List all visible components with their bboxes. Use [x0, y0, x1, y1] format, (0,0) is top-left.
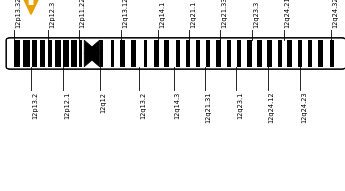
Bar — [237, 40, 241, 67]
Bar — [82, 40, 84, 67]
Bar — [10, 40, 14, 67]
Bar — [180, 40, 186, 67]
FancyBboxPatch shape — [6, 38, 345, 69]
Bar — [159, 40, 164, 67]
Bar — [14, 40, 20, 67]
Text: 12q14.3: 12q14.3 — [175, 92, 180, 119]
Bar — [272, 40, 278, 67]
FancyArrow shape — [23, 0, 39, 14]
Bar — [136, 40, 144, 67]
Bar — [334, 40, 342, 67]
Bar — [164, 40, 169, 67]
Bar — [292, 40, 298, 67]
Text: 12q24.32: 12q24.32 — [332, 0, 338, 28]
Bar — [23, 40, 30, 67]
Bar — [216, 40, 221, 67]
Text: 12q12: 12q12 — [101, 92, 107, 113]
Bar — [100, 40, 103, 67]
Bar — [312, 40, 318, 67]
Text: 12p11.22: 12p11.22 — [80, 0, 86, 28]
Bar — [257, 40, 262, 67]
Text: 12q21.1: 12q21.1 — [190, 0, 196, 28]
Bar — [206, 40, 210, 67]
Bar — [37, 40, 40, 67]
Polygon shape — [84, 40, 100, 67]
Bar — [278, 40, 282, 67]
Bar — [30, 40, 32, 67]
Bar — [200, 40, 206, 67]
Bar — [111, 40, 114, 67]
Bar — [210, 40, 216, 67]
Bar — [114, 40, 120, 67]
Bar — [131, 40, 136, 67]
Bar — [103, 40, 111, 67]
Bar — [302, 40, 308, 67]
Bar — [231, 40, 237, 67]
Bar — [190, 40, 196, 67]
Bar — [77, 40, 79, 67]
Bar — [69, 40, 71, 67]
Bar — [32, 40, 37, 67]
Bar — [63, 40, 69, 67]
Bar — [144, 40, 147, 67]
Text: 12q24.21: 12q24.21 — [285, 0, 290, 28]
Bar — [323, 40, 330, 67]
Text: 12p12.1: 12p12.1 — [65, 92, 70, 119]
Polygon shape — [84, 40, 100, 67]
Bar — [227, 40, 231, 67]
Bar — [48, 40, 52, 67]
Bar — [154, 40, 159, 67]
Bar — [61, 40, 63, 67]
Bar — [176, 40, 180, 67]
Bar — [298, 40, 302, 67]
Text: 12q13.2: 12q13.2 — [140, 92, 146, 119]
Bar — [247, 40, 252, 67]
Text: 12q24.23: 12q24.23 — [301, 92, 307, 123]
Text: 12q21.31: 12q21.31 — [206, 92, 211, 123]
Bar — [282, 40, 287, 67]
Bar — [125, 40, 131, 67]
Bar — [45, 40, 48, 67]
Text: 12q23.1: 12q23.1 — [237, 92, 243, 119]
Bar — [147, 40, 154, 67]
Bar — [267, 40, 272, 67]
Text: 12q24.12: 12q24.12 — [269, 92, 275, 123]
Bar — [241, 40, 247, 67]
Bar — [318, 40, 323, 67]
Bar — [120, 40, 125, 67]
Text: 12p12.3: 12p12.3 — [49, 0, 55, 28]
Bar — [287, 40, 292, 67]
Text: 12p13.2: 12p13.2 — [32, 92, 38, 119]
Bar — [55, 40, 61, 67]
Text: 12q23.3: 12q23.3 — [253, 0, 259, 28]
Bar — [308, 40, 312, 67]
Bar — [252, 40, 257, 67]
Bar — [71, 40, 77, 67]
Text: 12q14.1: 12q14.1 — [159, 0, 165, 28]
Text: 12p13.32: 12p13.32 — [15, 0, 21, 28]
Bar — [169, 40, 176, 67]
Bar — [40, 40, 45, 67]
Bar — [186, 40, 190, 67]
Bar — [221, 40, 227, 67]
Bar — [52, 40, 55, 67]
Text: 12q21.33: 12q21.33 — [221, 0, 227, 28]
Bar — [20, 40, 23, 67]
Text: 12q13.12: 12q13.12 — [122, 0, 128, 28]
Bar — [262, 40, 267, 67]
Bar — [330, 40, 334, 67]
Bar — [196, 40, 200, 67]
Bar — [79, 40, 82, 67]
